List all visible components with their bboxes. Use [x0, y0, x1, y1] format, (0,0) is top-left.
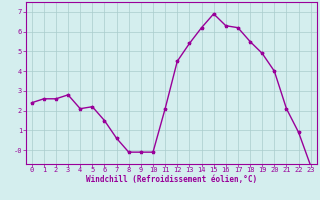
X-axis label: Windchill (Refroidissement éolien,°C): Windchill (Refroidissement éolien,°C) [86, 175, 257, 184]
